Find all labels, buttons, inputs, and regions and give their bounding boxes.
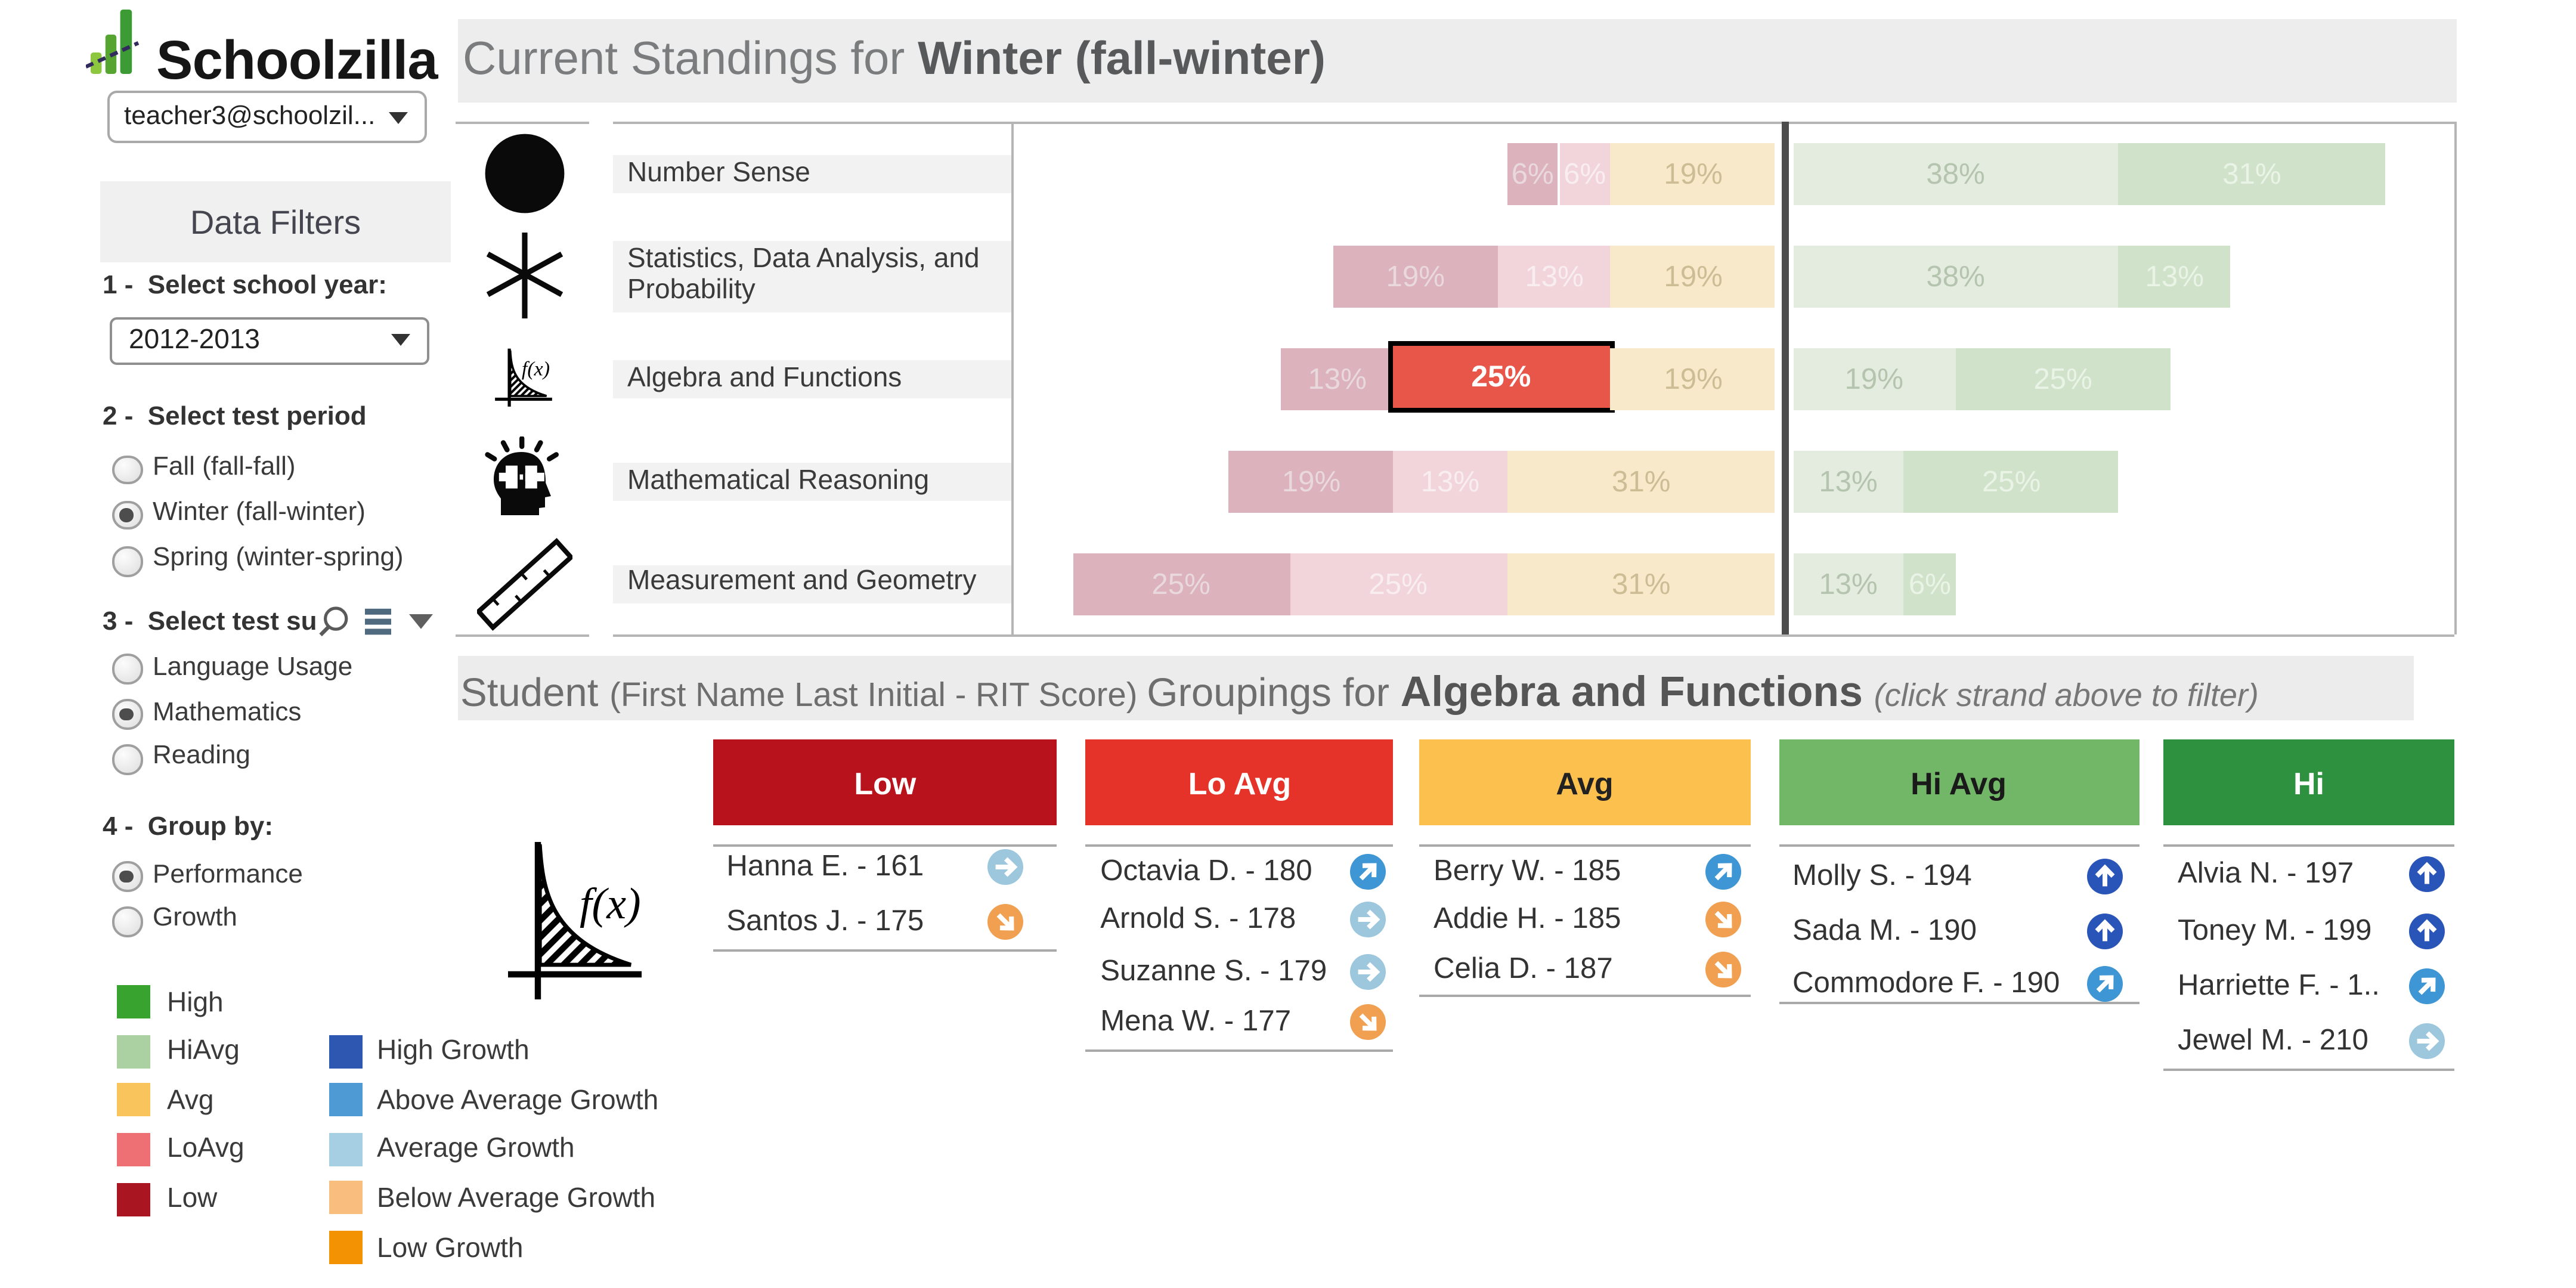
svg-text:f(x): f(x) [580,880,641,928]
svg-text:f(x): f(x) [522,357,550,379]
